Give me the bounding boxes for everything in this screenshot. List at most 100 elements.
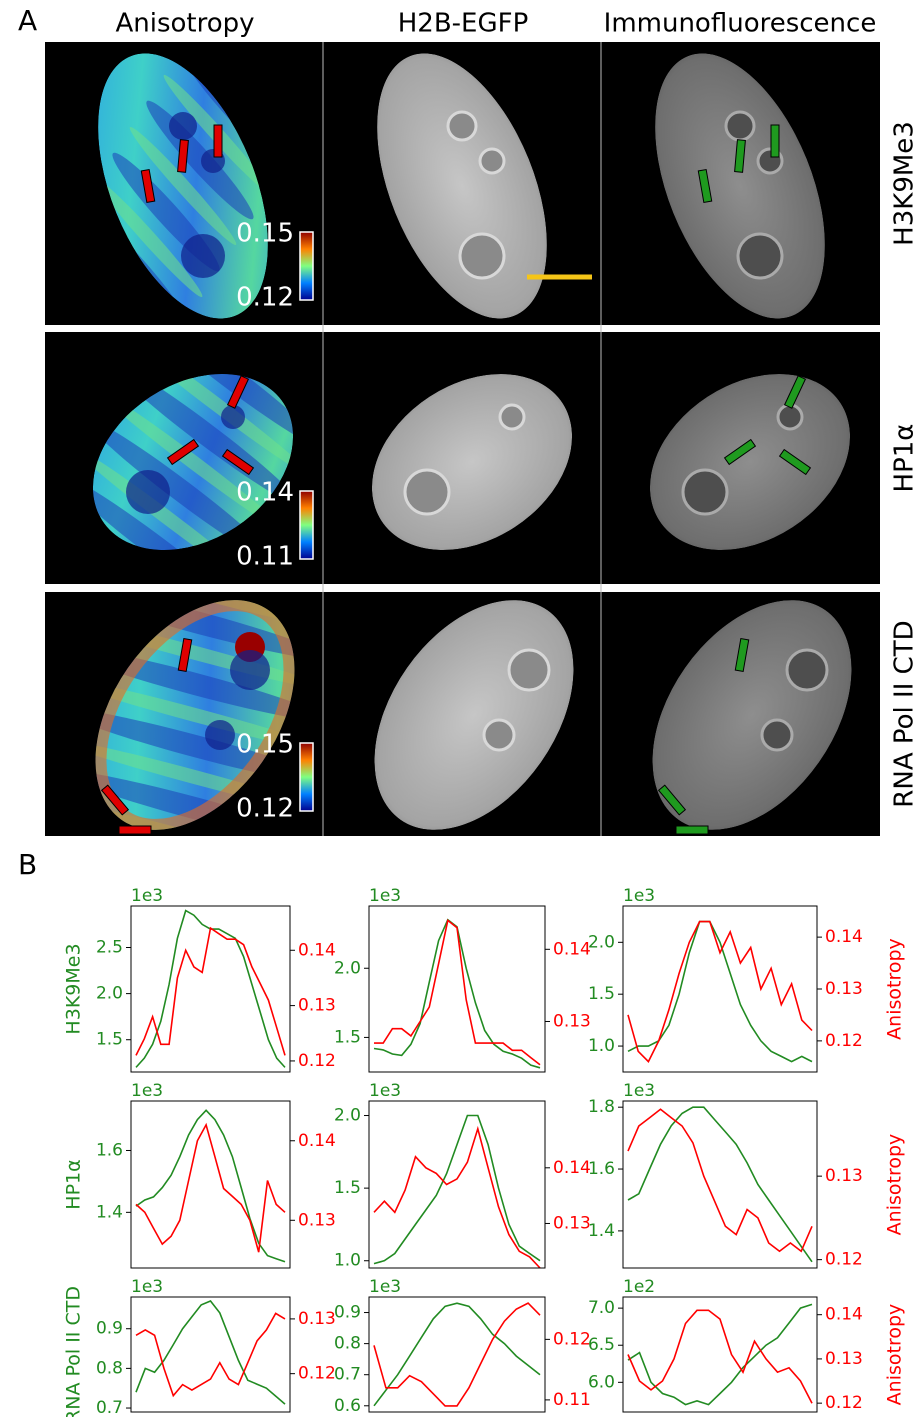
nucleolus	[205, 720, 235, 750]
nucleolus	[787, 650, 827, 690]
nucleolus	[169, 112, 197, 140]
y-tick-label: 0.7	[96, 1398, 123, 1417]
data-line	[628, 1310, 812, 1403]
y-tick-label: 0.7	[334, 1365, 361, 1385]
y-tick-label: 2.0	[588, 932, 615, 952]
y-offset-label: 1e3	[131, 886, 163, 906]
y-tick-label: 2.0	[334, 1106, 361, 1126]
y2-axis-label: Anisotropy	[884, 1134, 906, 1236]
y2-tick-label: 0.14	[825, 1305, 863, 1325]
y-tick-label: 0.8	[96, 1358, 123, 1378]
y-tick-label: 0.9	[334, 1303, 361, 1323]
nucleolus	[484, 720, 514, 750]
y-offset-label: 1e2	[623, 1277, 655, 1297]
row-separator	[45, 325, 880, 332]
profile-marker	[119, 826, 151, 834]
y-tick-label: 1.6	[96, 1140, 123, 1160]
y-tick-label: 6.5	[588, 1335, 615, 1355]
y2-axis-label: Anisotropy	[884, 1304, 906, 1406]
nucleolus	[683, 470, 727, 514]
y-offset-label: 1e3	[623, 1081, 655, 1101]
data-line	[136, 1110, 285, 1262]
y-tick-label: 2.0	[334, 958, 361, 978]
y2-axis-label: Anisotropy	[884, 938, 906, 1040]
profile-marker	[676, 826, 708, 834]
y2-tick-label: 0.13	[553, 1011, 591, 1031]
data-line	[374, 1303, 540, 1406]
y-tick-label: 1.0	[588, 1036, 615, 1056]
panel-label: A	[18, 4, 37, 37]
y2-tick-label: 0.13	[825, 1349, 863, 1369]
y2-tick-label: 0.11	[553, 1390, 591, 1410]
plot-frame	[623, 906, 817, 1072]
nucleolus	[405, 470, 449, 514]
y2-tick-label: 0.13	[825, 979, 863, 999]
nucleolus	[230, 650, 270, 690]
colorbar-label: 0.14	[236, 478, 294, 508]
nucleolus	[460, 234, 504, 278]
data-line	[628, 1107, 812, 1262]
panel-label: B	[18, 848, 37, 881]
nucleolus	[181, 234, 225, 278]
plot-frame	[131, 1297, 290, 1412]
nucleolus	[448, 112, 476, 140]
y-offset-label: 1e3	[131, 1081, 163, 1101]
nucleolus	[738, 234, 782, 278]
row-label: H3K9Me3	[890, 121, 920, 246]
nucleolus	[726, 112, 754, 140]
y-tick-label: 1.0	[334, 1251, 361, 1271]
y2-tick-label: 0.12	[825, 1031, 863, 1051]
colorbar	[300, 491, 313, 559]
y2-tick-label: 0.12	[298, 1051, 336, 1071]
nucleolus	[778, 405, 802, 429]
colorbar-label: 0.15	[236, 219, 294, 249]
data-line	[374, 920, 540, 1064]
y-offset-label: 1e3	[131, 1277, 163, 1297]
data-line	[136, 1301, 285, 1404]
y-tick-label: 1.4	[588, 1221, 615, 1241]
y-tick-label: 1.5	[334, 1027, 361, 1047]
column-title: H2B-EGFP	[398, 9, 529, 39]
y-offset-label: 1e3	[369, 1081, 401, 1101]
colorbar	[300, 232, 313, 300]
data-line	[628, 1109, 812, 1251]
data-line	[628, 922, 812, 1062]
y-offset-label: 1e3	[623, 886, 655, 906]
y-offset-label: 1e3	[369, 886, 401, 906]
y-tick-label: 2.0	[96, 984, 123, 1004]
profile-marker	[214, 125, 222, 157]
plot-frame	[131, 1101, 290, 1268]
data-line	[136, 928, 285, 1055]
colorbar-label: 0.15	[236, 730, 294, 760]
y-tick-label: 1.6	[588, 1159, 615, 1179]
y-tick-label: 1.4	[96, 1202, 123, 1222]
data-line	[374, 920, 540, 1068]
colorbar-label: 0.12	[236, 283, 294, 313]
y-axis-label: RNA Pol II CTD	[63, 1286, 85, 1417]
y2-tick-label: 0.13	[298, 1210, 336, 1230]
column-title: Immunofluorescence	[604, 9, 877, 39]
y-tick-label: 2.5	[96, 938, 123, 958]
y-axis-label: H3K9Me3	[63, 943, 85, 1034]
nucleolus	[500, 405, 524, 429]
colorbar-label: 0.12	[236, 794, 294, 824]
data-line	[136, 1313, 285, 1395]
images	[47, 18, 892, 882]
y2-tick-label: 0.13	[298, 1309, 336, 1329]
y-axis-label: HP1α	[63, 1159, 85, 1209]
plot-frame	[369, 1297, 545, 1412]
y-tick-label: 0.8	[334, 1334, 361, 1354]
y-tick-label: 1.5	[588, 984, 615, 1004]
row-label: HP1α	[890, 424, 920, 493]
y2-tick-label: 0.12	[298, 1364, 336, 1384]
y2-tick-label: 0.13	[298, 996, 336, 1016]
y2-tick-label: 0.14	[553, 939, 591, 959]
nucleolus	[221, 405, 245, 429]
y2-tick-label: 0.14	[298, 1131, 336, 1151]
data-line	[374, 1116, 540, 1264]
y-tick-label: 6.0	[588, 1372, 615, 1392]
row-label: RNA Pol II CTD	[890, 620, 920, 807]
y-offset-label: 1e3	[369, 1277, 401, 1297]
nucleolus	[126, 470, 170, 514]
nucleolus	[762, 720, 792, 750]
